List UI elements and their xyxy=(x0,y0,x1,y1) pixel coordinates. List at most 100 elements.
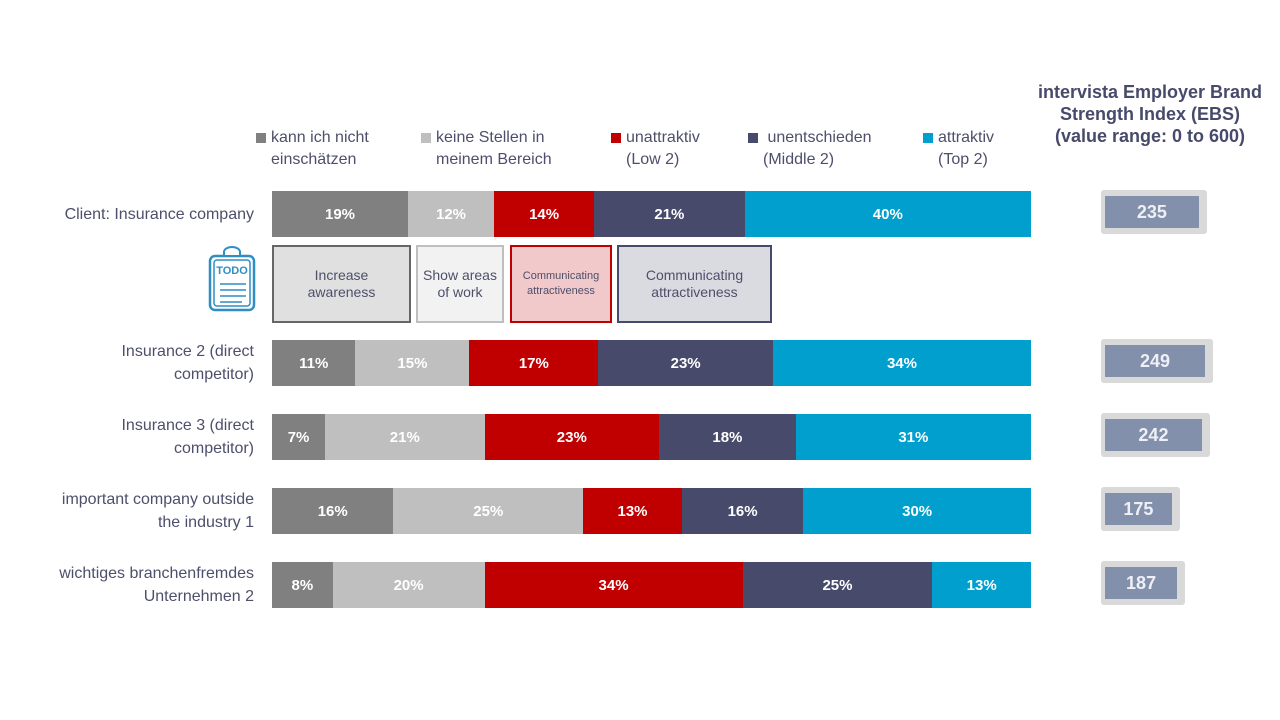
data-label: 16% xyxy=(317,502,348,520)
data-label: 13% xyxy=(617,502,648,520)
bar-segment: 25% xyxy=(742,562,933,608)
category-label: Client: Insurance company xyxy=(14,203,254,226)
stacked-bar: 8% 20% 34% 25% 13% xyxy=(272,562,1031,608)
data-label: 13% xyxy=(966,576,997,594)
bar-segment: 19% xyxy=(272,191,409,237)
todo-clipboard-icon: TODO xyxy=(208,246,256,312)
todo-box-text: Communicating xyxy=(522,270,600,282)
stacked-bar: 16% 25% 13% 16% 30% xyxy=(272,488,1031,534)
category-label-line: Unternehmen 2 xyxy=(143,588,254,605)
legend-swatch xyxy=(748,133,758,143)
category-label: wichtiges branchenfremdes Unternehmen 2 xyxy=(14,562,254,608)
bar-segment: 34% xyxy=(772,340,1031,386)
data-label: 31% xyxy=(898,428,929,446)
ebs-box: 175 xyxy=(1101,487,1180,531)
bar-segment: 31% xyxy=(795,414,1031,460)
data-label: 17% xyxy=(518,354,549,372)
ebs-title: intervista Employer Brand Strength Index… xyxy=(1020,81,1280,147)
data-label: 18% xyxy=(712,428,743,446)
bar-segment: 34% xyxy=(484,562,743,608)
legend-swatch xyxy=(256,133,266,143)
bar-segment: 30% xyxy=(803,488,1031,534)
bar-segment: 12% xyxy=(408,191,494,237)
bar-segment: 8% xyxy=(272,562,333,608)
category-label-line: competitor) xyxy=(173,366,254,383)
todo-box-text: of work xyxy=(437,284,483,300)
legend-swatch xyxy=(421,133,431,143)
todo-box-text: Communicating xyxy=(645,267,744,283)
category-label: important company outside the industry 1 xyxy=(14,488,254,534)
legend-swatch xyxy=(923,133,933,143)
data-label: 21% xyxy=(389,428,420,446)
legend-item: keine Stellen in meinem Bereich xyxy=(421,127,601,171)
data-label: 19% xyxy=(325,205,356,223)
ebs-value: 187 xyxy=(1105,567,1178,599)
data-label: 14% xyxy=(529,205,560,223)
data-label: 34% xyxy=(598,576,629,594)
legend-item: unentschieden (Middle 2) xyxy=(748,127,923,171)
ebs-title-line: Strength Index (EBS) xyxy=(1059,104,1240,124)
category-label-line: the industry 1 xyxy=(157,514,254,531)
legend-swatch xyxy=(611,133,621,143)
data-label: 20% xyxy=(393,576,424,594)
category-label-line: Client: Insurance company xyxy=(64,205,254,223)
legend-label: einschätzen xyxy=(271,151,357,168)
ebs-box: 249 xyxy=(1101,339,1214,383)
todo-box-text: attractiveness xyxy=(527,285,595,297)
category-label: Insurance 3 (direct competitor) xyxy=(14,414,254,460)
category-label-line: wichtiges branchenfremdes xyxy=(59,565,254,582)
bar-segment: 23% xyxy=(484,414,660,460)
stacked-bar: 19% 12% 14% 21% 40% xyxy=(272,191,1031,237)
todo-box-text: Show areas xyxy=(423,267,497,283)
category-label-line: Insurance 2 (direct xyxy=(121,343,254,360)
ebs-box: 187 xyxy=(1101,561,1186,605)
todo-box-text: Increase xyxy=(314,267,369,283)
data-label: 7% xyxy=(287,428,310,446)
data-label: 15% xyxy=(397,354,428,372)
stacked-bar: 11% 15% 17% 23% 34% xyxy=(272,340,1031,386)
legend-label: (Low 2) xyxy=(626,151,680,168)
data-label: 11% xyxy=(299,354,329,372)
legend-label: unentschieden xyxy=(763,129,872,146)
stacked-bar: 7% 21% 23% 18% 31% xyxy=(272,414,1031,460)
ebs-value: 175 xyxy=(1105,493,1172,525)
bar-segment: 16% xyxy=(272,488,394,534)
data-label: 40% xyxy=(872,205,903,223)
todo-box: Show areas of work xyxy=(416,245,504,323)
data-label: 34% xyxy=(886,354,917,372)
legend-item: attraktiv (Top 2) xyxy=(923,127,1028,171)
ebs-title-line: intervista Employer Brand xyxy=(1037,82,1263,102)
legend-item: unattraktiv (Low 2) xyxy=(611,127,746,171)
data-label: 12% xyxy=(435,205,467,223)
category-label-line: competitor) xyxy=(173,440,254,457)
todo-box: Communicating attractiveness xyxy=(617,245,772,323)
ebs-title-line: (value range: 0 to 600) xyxy=(1054,126,1246,146)
category-label: Insurance 2 (direct competitor) xyxy=(14,340,254,386)
todo-box-text: awareness xyxy=(307,284,376,300)
bar-segment: 20% xyxy=(332,562,485,608)
bar-segment: 13% xyxy=(583,488,682,534)
bar-segment: 17% xyxy=(469,340,599,386)
legend-label: kann ich nicht xyxy=(271,129,369,146)
todo-box: Communicating attractiveness xyxy=(510,245,612,323)
bar-segment: 21% xyxy=(325,414,485,460)
data-label: 21% xyxy=(654,205,685,223)
bar-segment: 14% xyxy=(493,191,595,237)
bar-segment: 16% xyxy=(681,488,804,534)
data-label: 30% xyxy=(902,502,933,520)
bar-segment: 11% xyxy=(272,340,356,386)
data-label: 23% xyxy=(556,428,587,446)
data-label: 8% xyxy=(291,576,314,594)
legend-label: unattraktiv xyxy=(626,129,700,146)
data-label: 25% xyxy=(473,502,504,520)
legend-label: attraktiv xyxy=(938,129,995,146)
todo-icon-text: TODO xyxy=(216,265,248,277)
data-label: 16% xyxy=(727,502,758,520)
bar-segment: 40% xyxy=(744,191,1031,237)
legend-item: kann ich nicht einschätzen xyxy=(256,127,421,171)
ebs-box: 242 xyxy=(1101,413,1210,457)
bar-segment: 7% xyxy=(272,414,326,460)
data-label: 23% xyxy=(670,354,701,372)
category-label-line: Insurance 3 (direct xyxy=(121,417,254,434)
legend-label: (Top 2) xyxy=(938,151,988,168)
